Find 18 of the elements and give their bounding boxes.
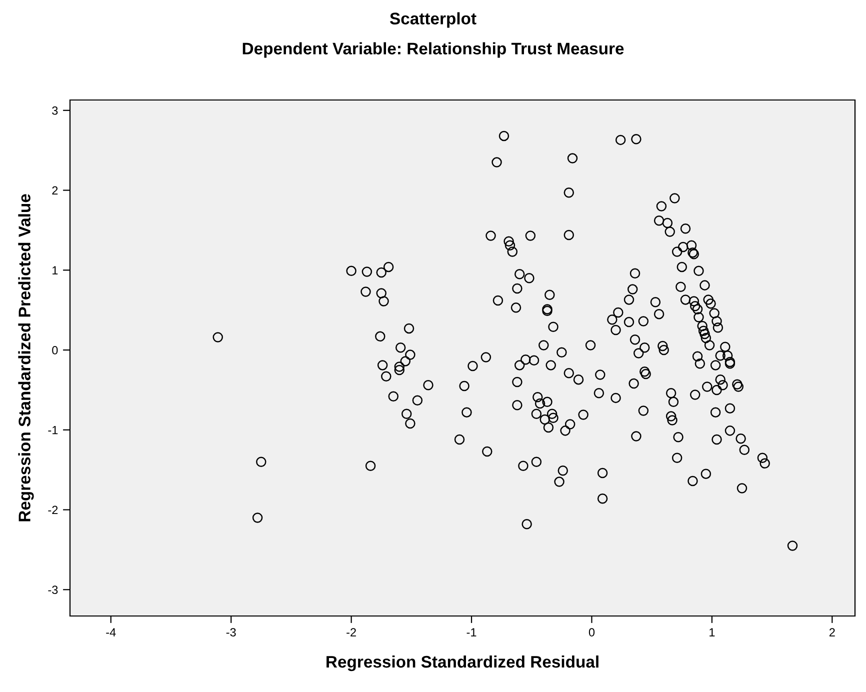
y-tick-label: 0	[52, 346, 58, 354]
chart-title: Scatterplot	[390, 12, 476, 28]
x-tick-label: 1	[710, 628, 715, 636]
chart-subtitle: Dependent Variable: Relationship Trust Measure	[242, 42, 624, 58]
x-tick-label: -2	[346, 628, 356, 636]
x-axis-title: Regression Standardized Residual	[326, 655, 598, 672]
y-tick-label: -2	[48, 506, 58, 514]
y-tick-label: -1	[48, 426, 58, 434]
x-tick-label: 0	[588, 628, 595, 636]
y-tick-label: 2	[52, 186, 58, 195]
y-tick-label: 3	[52, 106, 58, 115]
x-tick-label: 2	[829, 628, 835, 636]
x-tick-label: -4	[106, 628, 116, 636]
x-tick-label: -3	[226, 628, 236, 636]
y-tick-label: -3	[48, 586, 58, 594]
y-axis-title: Regression Standardized Predicted Value	[18, 194, 34, 522]
x-tick-label: -1	[466, 628, 476, 636]
y-tick-label: 1	[52, 266, 58, 274]
